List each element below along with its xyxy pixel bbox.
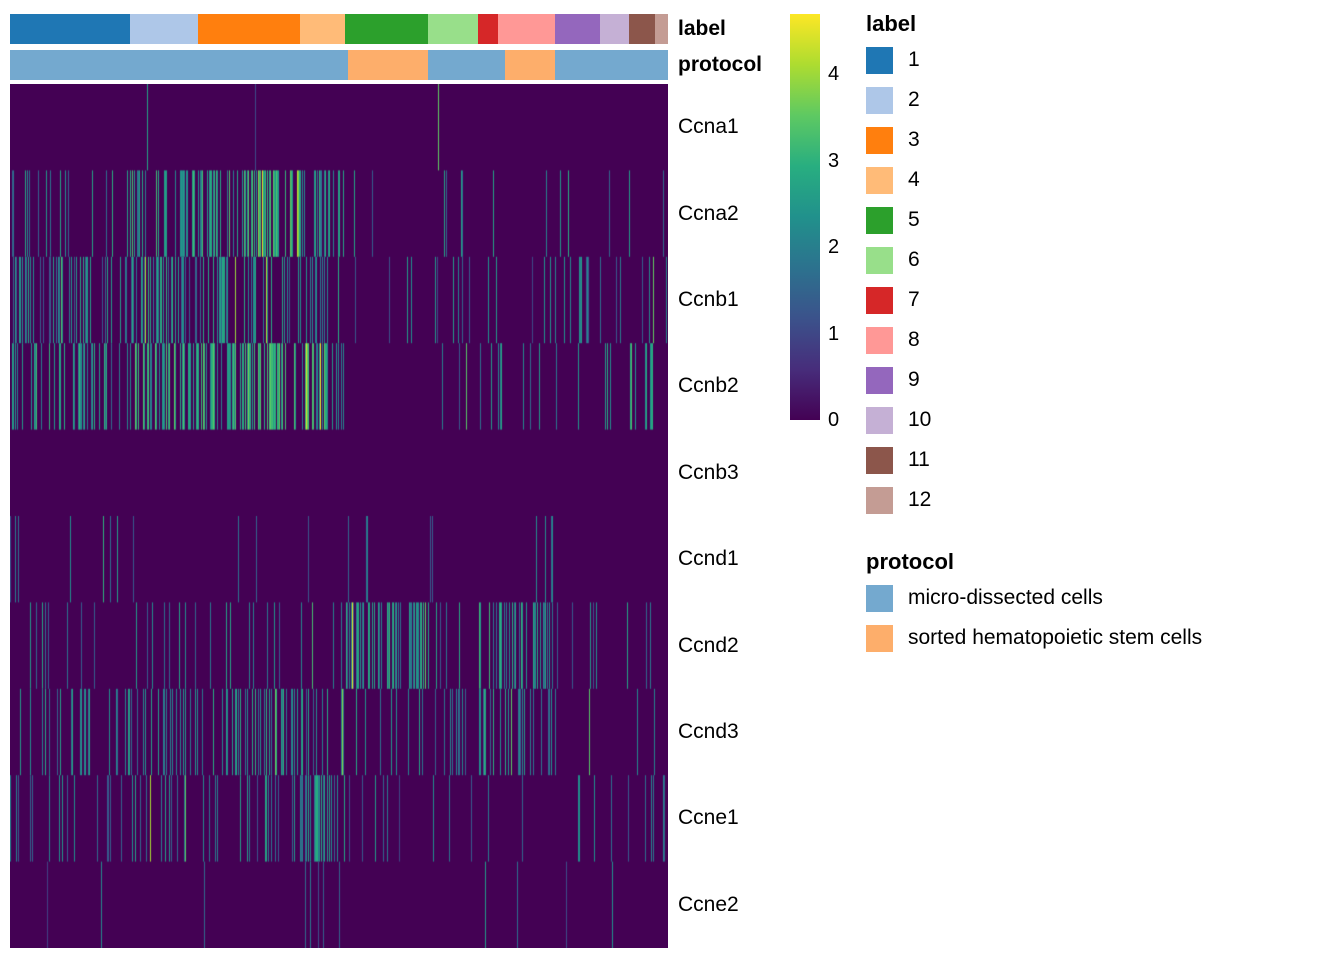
legend-swatch	[866, 446, 893, 474]
label-annotation-segment	[198, 14, 301, 44]
gene-label: Ccna1	[678, 115, 739, 139]
heatmap-canvas	[10, 84, 668, 948]
legend-entry: 4	[866, 160, 1336, 200]
legend-entry: 8	[866, 320, 1336, 360]
label-annotation-segment	[477, 14, 499, 44]
legend-swatch	[866, 366, 893, 394]
label-annotation-title: label	[678, 17, 726, 40]
protocol-annotation-title: protocol	[678, 53, 762, 76]
legend-entry-label: 4	[908, 168, 920, 191]
label-annotation-segment	[344, 14, 429, 44]
gene-label: Ccnb1	[678, 288, 739, 312]
legend-swatch	[866, 46, 893, 74]
legend-entry-label: 8	[908, 328, 920, 351]
label-annotation-segment	[300, 14, 346, 44]
colorbar-tick-label: 2	[828, 236, 840, 259]
legend-entry-label: sorted hematopoietic stem cells	[908, 626, 1203, 649]
legend-entry: 9	[866, 360, 1336, 400]
legend-entry: micro-dissected cells	[866, 578, 1336, 618]
colorbar-ticks: 0 1 2 3 4	[828, 14, 872, 431]
legend-swatch	[866, 486, 893, 514]
gene-label: Ccnb2	[678, 374, 739, 398]
legend-entry: 11	[866, 440, 1336, 480]
legend-swatch	[866, 246, 893, 274]
gene-label: Ccne2	[678, 892, 739, 916]
legend-entry-label: 12	[908, 488, 932, 511]
gene-label: Ccnd3	[678, 720, 739, 744]
legend-entry: 10	[866, 400, 1336, 440]
legend-entry: 12	[866, 480, 1336, 520]
legend-entry-label: 3	[908, 128, 920, 151]
legend-swatch	[866, 326, 893, 354]
legend-entry: 7	[866, 280, 1336, 320]
expression-colorbar	[790, 14, 820, 420]
label-annotation-segment	[628, 14, 656, 44]
protocol-legend: protocol micro-dissected cells sorted hem…	[866, 546, 1336, 658]
colorbar-tick-label: 1	[828, 322, 840, 345]
legend-entry-label: 1	[908, 48, 920, 71]
legend-entry: 6	[866, 240, 1336, 280]
protocol-annotation-bar	[10, 50, 669, 80]
legend-entry-label: 6	[908, 248, 920, 271]
gene-label: Ccne1	[678, 806, 739, 830]
legend-swatch	[866, 406, 893, 434]
legend-swatch	[866, 624, 893, 652]
gene-label: Ccnd1	[678, 547, 739, 571]
legend-entry-label: 7	[908, 288, 920, 311]
colorbar-tick-label: 0	[828, 409, 840, 431]
legend-entry-label: 9	[908, 368, 920, 391]
legend-entry-label: 2	[908, 88, 920, 111]
label-annotation-segment	[10, 14, 131, 44]
protocol-legend-title: protocol	[866, 549, 954, 574]
protocol-annotation-segment	[428, 50, 506, 80]
gene-label: Ccnd2	[678, 633, 739, 657]
legend-entry: sorted hematopoietic stem cells	[866, 618, 1336, 658]
legend-swatch	[866, 286, 893, 314]
label-legend-entries: 1 2 3 4 5 6 7 8 9 10 11 12	[866, 40, 1336, 520]
legend-entry: 1	[866, 40, 1336, 80]
label-legend-title: label	[866, 11, 917, 36]
label-annotation-segment	[654, 14, 669, 44]
label-annotation-segment	[428, 14, 479, 44]
legend-entry-label: 10	[908, 408, 932, 431]
protocol-annotation-segment	[555, 50, 669, 80]
colorbar-tick-label: 4	[828, 63, 840, 86]
colorbar-tick-label: 3	[828, 149, 840, 172]
legend-swatch	[866, 126, 893, 154]
label-annotation-segment	[555, 14, 601, 44]
label-legend: label 1 2 3 4 5 6 7 8 9 10 11 12	[866, 8, 1336, 520]
legend-swatch	[866, 166, 893, 194]
legend-entry: 3	[866, 120, 1336, 160]
legend-swatch	[866, 86, 893, 114]
gene-label: Ccna2	[678, 201, 739, 225]
legend-entry-label: 11	[908, 448, 930, 471]
legend-swatch	[866, 584, 893, 612]
protocol-annotation-segment	[10, 50, 349, 80]
protocol-annotation-segment	[504, 50, 556, 80]
legend-entry: 5	[866, 200, 1336, 240]
label-annotation-bar	[10, 14, 669, 44]
legend-entry: 2	[866, 80, 1336, 120]
legend-entry-label: micro-dissected cells	[908, 586, 1103, 609]
protocol-annotation-segment	[348, 50, 429, 80]
gene-labels: Ccna1 Ccna2 Ccnb1 Ccnb2 Ccnb3 Ccnd1 Ccnd2 Ccnd3…	[678, 84, 808, 948]
legend-entry-label: 5	[908, 208, 920, 231]
label-annotation-segment	[498, 14, 556, 44]
protocol-legend-entries: micro-dissected cells sorted hematopoieti…	[866, 578, 1336, 658]
gene-label: Ccnb3	[678, 460, 739, 484]
label-annotation-segment	[129, 14, 199, 44]
label-annotation-segment	[600, 14, 629, 44]
legend-swatch	[866, 206, 893, 234]
